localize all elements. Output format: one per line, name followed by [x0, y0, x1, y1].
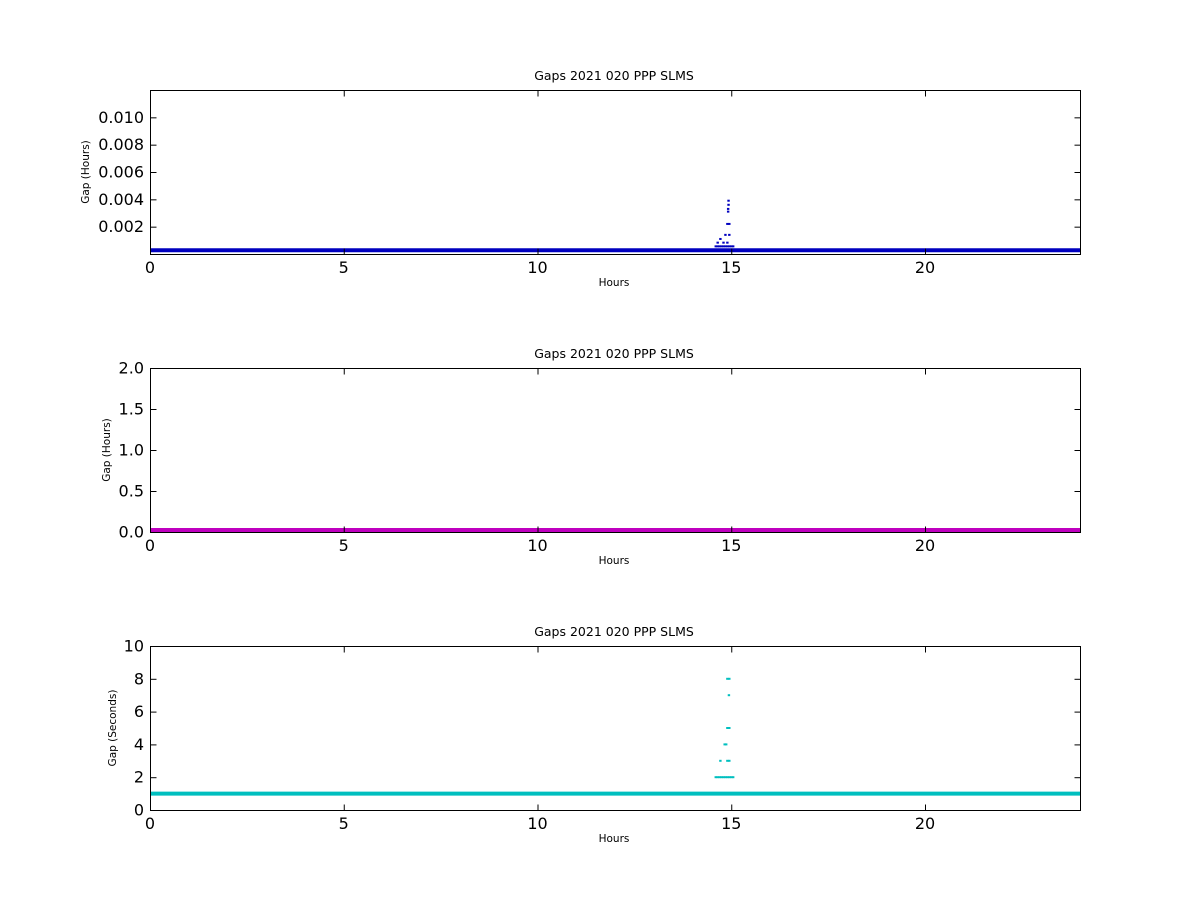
data-point	[726, 759, 729, 762]
chart-panel-1: Gaps 2021 020 PPP SLMS Hours Gap (Hours)…	[80, 68, 1081, 289]
data-point	[719, 237, 722, 240]
data-point	[728, 727, 731, 729]
y-tick-label: 2.0	[119, 359, 144, 378]
data-point	[724, 245, 727, 248]
x-axis-label: Hours	[599, 277, 630, 289]
y-tick-label: 10	[124, 637, 144, 656]
data-point	[726, 727, 729, 729]
data-point	[728, 222, 731, 225]
data-point	[726, 207, 730, 210]
chart-panel-2: Gaps 2021 020 PPP SLMS Hours Gap (Hours)…	[101, 346, 1081, 567]
data-point	[724, 776, 727, 779]
y-tick-label: 0.010	[98, 108, 144, 127]
x-tick-label: 20	[915, 536, 935, 555]
x-tick-label: 10	[527, 258, 547, 277]
data-point	[727, 203, 730, 206]
y-tick-label: 0.008	[98, 135, 144, 154]
data-point	[722, 241, 725, 244]
data-point	[726, 210, 730, 213]
x-tick-label: 0	[145, 536, 155, 555]
plot-frame	[150, 368, 1081, 533]
y-axis-label: Gap (Hours)	[101, 418, 113, 482]
x-tick-label: 15	[721, 258, 741, 277]
y-tick-label: 0.004	[98, 190, 144, 209]
x-tick-label: 5	[339, 258, 349, 277]
data-point	[714, 245, 717, 248]
data-point	[716, 776, 719, 779]
data-point	[723, 743, 726, 746]
data-point	[718, 776, 721, 779]
data-point	[716, 245, 719, 248]
data-point	[728, 776, 731, 779]
x-tick-label: 10	[527, 814, 547, 833]
chart-title: Gaps 2021 020 PPP SLMS	[534, 68, 694, 83]
data-point	[722, 776, 725, 779]
data-point	[724, 233, 727, 236]
data-point	[714, 776, 717, 779]
y-axis-label: Gap (Hours)	[80, 140, 92, 204]
data-point	[720, 245, 723, 248]
y-tick-label: 0.006	[98, 163, 144, 182]
plot-frame	[150, 90, 1081, 255]
x-tick-label: 15	[721, 814, 741, 833]
data-point	[728, 245, 731, 248]
x-tick-label: 0	[145, 258, 155, 277]
data-point	[728, 759, 731, 762]
data-point	[731, 776, 735, 779]
chart-panel-3: Gaps 2021 020 PPP SLMS Hours Gap (Second…	[107, 624, 1081, 845]
y-tick-label: 6	[134, 702, 144, 721]
data-point	[725, 743, 728, 746]
chart-title: Gaps 2021 020 PPP SLMS	[534, 624, 694, 639]
data-point	[722, 245, 725, 248]
x-tick-label: 20	[915, 814, 935, 833]
x-axis-label: Hours	[599, 555, 630, 567]
data-point	[720, 776, 723, 779]
plot-marks	[150, 677, 1080, 796]
axis-ticks: 0 5 10 15 20 0.0 0.5 1.0 1.5 2.0	[119, 359, 1081, 555]
data-point	[727, 199, 730, 202]
y-tick-label: 0.5	[119, 482, 144, 501]
y-tick-label: 0.002	[98, 217, 144, 236]
data-point	[731, 245, 735, 248]
data-point	[728, 677, 731, 680]
x-tick-label: 15	[721, 536, 741, 555]
y-tick-label: 0	[134, 801, 144, 820]
x-tick-label: 5	[339, 536, 349, 555]
axis-ticks: 0 5 10 15 20 0.002 0.004 0.006 0.008 0.010	[98, 90, 1081, 277]
data-point	[728, 233, 731, 236]
y-tick-label: 2	[134, 768, 144, 787]
y-tick-label: 1.5	[119, 400, 144, 419]
chart-title: Gaps 2021 020 PPP SLMS	[534, 346, 694, 361]
x-tick-label: 0	[145, 814, 155, 833]
data-point	[727, 694, 731, 697]
y-tick-label: 4	[134, 735, 144, 754]
x-tick-label: 5	[339, 814, 349, 833]
x-axis-label: Hours	[599, 833, 630, 845]
y-tick-label: 8	[134, 669, 144, 688]
data-point	[730, 245, 733, 248]
data-point	[716, 241, 719, 244]
plot-frame	[150, 646, 1081, 811]
data-point	[718, 245, 721, 248]
data-point	[726, 222, 729, 225]
data-point	[726, 241, 729, 244]
data-point	[726, 677, 729, 680]
y-tick-label: 0.0	[119, 523, 144, 542]
x-tick-label: 10	[527, 536, 547, 555]
x-tick-label: 20	[915, 258, 935, 277]
data-point	[730, 776, 733, 779]
data-point	[726, 245, 729, 248]
y-tick-label: 1.0	[119, 441, 144, 460]
data-point	[726, 776, 729, 779]
y-axis-label: Gap (Seconds)	[107, 690, 119, 767]
data-point	[719, 759, 722, 762]
